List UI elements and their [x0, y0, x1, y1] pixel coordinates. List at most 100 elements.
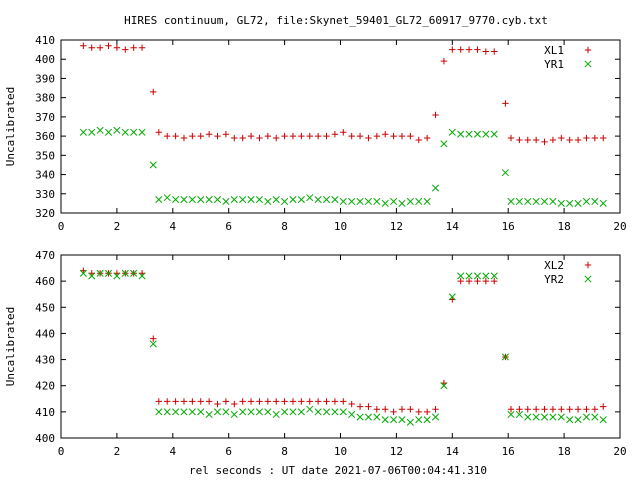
y-tick-label: 320	[35, 207, 55, 220]
data-point	[339, 408, 347, 416]
x-tick-label: 14	[446, 445, 460, 458]
chart-title: HIRES continuum, GL72, file:Skynet_59401…	[124, 14, 548, 27]
data-point	[80, 42, 87, 49]
data-point	[331, 130, 339, 138]
plots: 0 2 4 6 8 10 12 14 16 18 2032033034035036037038039…	[4, 34, 627, 458]
data-point	[281, 132, 288, 140]
data-point	[600, 403, 607, 410]
data-point	[180, 195, 188, 204]
data-point	[501, 169, 509, 177]
y-tick-label: 380	[35, 92, 55, 105]
data-point	[188, 408, 196, 416]
data-point	[155, 408, 163, 416]
data-point	[490, 272, 498, 280]
data-point	[189, 398, 196, 405]
data-point	[390, 197, 398, 206]
x-tick-label: 16	[502, 220, 515, 233]
data-point	[163, 194, 171, 202]
data-point	[574, 199, 582, 207]
data-point	[507, 406, 515, 413]
data-point	[566, 199, 574, 207]
x-tick-label: 10	[334, 220, 347, 233]
data-point	[289, 398, 297, 405]
data-point	[398, 416, 406, 424]
data-point	[113, 44, 121, 51]
data-point	[415, 136, 422, 144]
data-point	[340, 398, 347, 405]
data-point	[558, 406, 565, 413]
data-point	[557, 413, 565, 421]
data-point	[423, 197, 431, 206]
data-point	[281, 398, 288, 405]
data-point	[599, 416, 607, 424]
panel-1: 0 2 4 6 8 10 12 14 16 18 20 320 330 340 350 360 370 380 39…	[4, 34, 627, 233]
data-point	[247, 195, 255, 204]
y-tick-label: 450	[35, 301, 55, 314]
data-point	[255, 195, 263, 204]
data-point	[415, 416, 423, 424]
data-point	[264, 398, 272, 405]
data-point	[222, 197, 230, 206]
data-point	[432, 111, 439, 119]
data-point	[180, 134, 188, 142]
y-tick-label: 440	[35, 327, 55, 340]
data-point	[348, 197, 356, 206]
y-tick-label: 400	[35, 432, 55, 445]
data-point	[150, 88, 157, 96]
data-point	[155, 398, 163, 405]
data-point	[440, 57, 448, 65]
data-point	[239, 134, 246, 142]
x-tick-label: 0	[58, 220, 65, 233]
data-point	[231, 400, 238, 408]
data-point	[507, 410, 515, 419]
x-tick-label: 0	[58, 445, 65, 458]
data-point	[524, 136, 531, 144]
data-point	[582, 413, 591, 421]
data-point	[541, 138, 548, 146]
data-point	[540, 413, 549, 421]
data-point	[532, 197, 540, 206]
data-point	[281, 408, 289, 416]
y-tick-label: 340	[35, 169, 55, 182]
data-point	[373, 132, 381, 140]
data-point	[180, 398, 188, 405]
data-point	[197, 408, 205, 416]
data-point	[121, 269, 129, 277]
data-point	[407, 406, 414, 413]
data-point	[130, 44, 137, 51]
data-point	[104, 128, 113, 136]
data-point	[600, 134, 607, 142]
data-point	[390, 408, 397, 416]
data-point	[583, 406, 590, 413]
data-point	[373, 197, 381, 206]
data-point	[507, 197, 515, 206]
data-point	[482, 272, 490, 280]
data-point	[247, 408, 255, 416]
data-point	[390, 416, 398, 424]
data-point	[574, 406, 582, 413]
data-point	[490, 130, 498, 138]
data-point	[373, 413, 381, 421]
data-point	[96, 44, 104, 51]
data-point	[306, 398, 313, 405]
data-point	[356, 403, 364, 410]
data-point	[415, 408, 422, 416]
x-tick-label: 10	[334, 445, 347, 458]
data-point	[356, 132, 364, 140]
data-point	[532, 413, 540, 421]
data-point	[272, 410, 280, 419]
data-point	[230, 195, 238, 204]
data-point	[431, 184, 440, 192]
data-point	[457, 130, 465, 138]
legend-label: XL1	[544, 44, 564, 57]
data-point	[457, 277, 464, 285]
y-tick-label: 360	[35, 130, 55, 143]
data-point	[213, 408, 222, 416]
data-point	[323, 398, 330, 405]
data-point	[205, 398, 213, 405]
data-point	[482, 48, 490, 55]
data-point	[502, 100, 509, 107]
data-point	[323, 132, 330, 140]
data-point	[222, 398, 230, 405]
